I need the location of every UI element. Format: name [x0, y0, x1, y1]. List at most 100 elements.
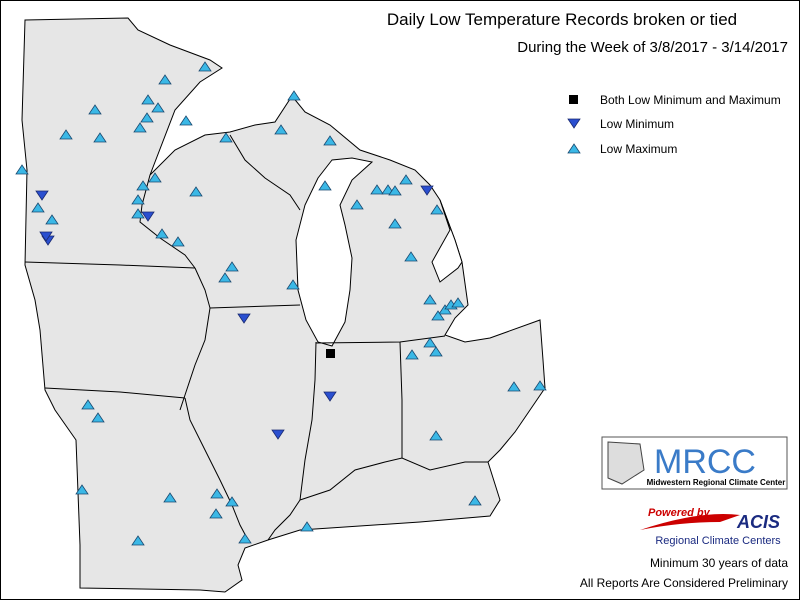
midwest-outline: [21, 17, 546, 593]
low-max-marker: [88, 104, 102, 115]
low-max-marker: [318, 180, 332, 191]
border-ia-wi: [194, 267, 211, 309]
low-max-marker: [370, 184, 384, 195]
low-min-marker: [39, 231, 53, 242]
legend-label: Low Maximum: [600, 142, 677, 156]
low-max-marker: [209, 508, 223, 519]
low-max-marker: [133, 122, 147, 133]
border-wi-mi: [229, 134, 301, 211]
low-max-marker: [148, 172, 162, 183]
low-max-marker: [323, 135, 337, 146]
border-mo-il: [184, 397, 249, 541]
both-marker: [326, 349, 335, 358]
low-max-marker: [140, 112, 154, 123]
low-max-marker: [81, 399, 95, 410]
low-max-marker: [438, 304, 452, 315]
low-max-marker: [388, 218, 402, 229]
low-max-marker: [136, 180, 150, 191]
lake-michigan: [295, 157, 374, 347]
low-max-marker: [59, 129, 73, 140]
low-max-marker: [388, 185, 402, 196]
low-min-marker: [271, 429, 285, 440]
mrcc-text: MRCC: [654, 443, 756, 481]
low-max-marker: [423, 337, 437, 348]
low-max-marker: [429, 430, 443, 441]
low-max-marker: [430, 204, 444, 215]
border-wi-il: [209, 304, 301, 309]
low-max-marker: [31, 202, 45, 213]
low-max-marker: [131, 194, 145, 205]
border-mn-wi: [139, 174, 196, 269]
acis-name: Regional Climate Centers: [655, 535, 781, 547]
low-max-marker: [350, 199, 364, 210]
low-max-marker: [45, 214, 59, 225]
acis-text: ACIS: [736, 512, 780, 532]
low-min-marker: [323, 391, 337, 402]
region-map: [21, 17, 546, 593]
low-max-marker: [451, 297, 465, 308]
low-max-marker: [155, 228, 169, 239]
low-max-marker: [219, 132, 233, 143]
state-borders: [24, 134, 488, 541]
border-ia-il: [179, 307, 211, 411]
low-max-marker: [423, 294, 437, 305]
title: Daily Low Temperature Records broken or …: [387, 10, 737, 29]
low-max-marker: [225, 261, 239, 272]
low-max-marker: [171, 236, 185, 247]
low-min-marker: [35, 190, 49, 201]
low-max-marker: [405, 349, 419, 360]
low-max-marker: [75, 484, 89, 495]
low-max-marker: [404, 251, 418, 262]
border-in-oh: [399, 341, 403, 458]
low-max-marker: [93, 132, 107, 143]
low-max-marker: [533, 380, 547, 391]
low-min-marker: [420, 185, 434, 196]
note: All Reports Are Considered Preliminary: [580, 576, 788, 590]
low-max-marker: [507, 381, 521, 392]
legend-symbol-low-min: [567, 118, 581, 129]
acis-swoosh: [640, 514, 740, 530]
low-max-marker: [225, 496, 239, 507]
legend-label: Both Low Minimum and Maximum: [600, 93, 781, 107]
mrcc-logo: MRCC Midwestern Regional Climate Center: [601, 436, 788, 490]
legend-symbol-both: [569, 95, 578, 104]
border-ia-mo: [44, 387, 186, 399]
low-max-marker: [218, 272, 232, 283]
subtitle: During the Week of 3/8/2017 - 3/14/2017: [517, 39, 788, 56]
mrcc-name: Midwestern Regional Climate Center: [647, 478, 786, 487]
border-mn-ia: [24, 261, 196, 269]
low-max-marker: [274, 124, 288, 135]
low-max-marker: [238, 533, 252, 544]
low-max-marker: [179, 115, 193, 126]
legend-label: Low Minimum: [600, 117, 674, 131]
border-il-ky: [267, 499, 301, 541]
low-max-marker: [431, 310, 445, 321]
low-max-marker: [399, 174, 413, 185]
low-max-marker: [189, 186, 203, 197]
low-max-marker: [141, 94, 155, 105]
low-max-marker: [91, 412, 105, 423]
acis-logo: Powered by ACIS Regional Climate Centers: [640, 507, 781, 547]
low-min-marker: [237, 313, 251, 324]
low-max-marker: [429, 346, 443, 357]
low-max-marker: [158, 74, 172, 85]
legend: Both Low Minimum and Maximum Low Minimum…: [567, 93, 781, 156]
low-max-marker: [468, 495, 482, 506]
low-max-marker: [287, 90, 301, 101]
low-max-marker: [15, 164, 29, 175]
legend-symbol-low-max: [567, 143, 581, 154]
low-max-marker: [198, 61, 212, 72]
low-max-marker: [151, 102, 165, 113]
low-min-marker: [141, 211, 155, 222]
low-max-marker: [163, 492, 177, 503]
low-max-marker: [300, 521, 314, 532]
acis-powered: Powered by: [648, 507, 711, 519]
low-max-marker: [131, 208, 145, 219]
border-il-in: [299, 341, 317, 501]
low-max-marker: [131, 535, 145, 546]
ohio-river: [299, 457, 488, 501]
low-max-marker: [286, 279, 300, 290]
mrcc-map-icon: [607, 441, 645, 485]
record-markers: [15, 61, 547, 546]
